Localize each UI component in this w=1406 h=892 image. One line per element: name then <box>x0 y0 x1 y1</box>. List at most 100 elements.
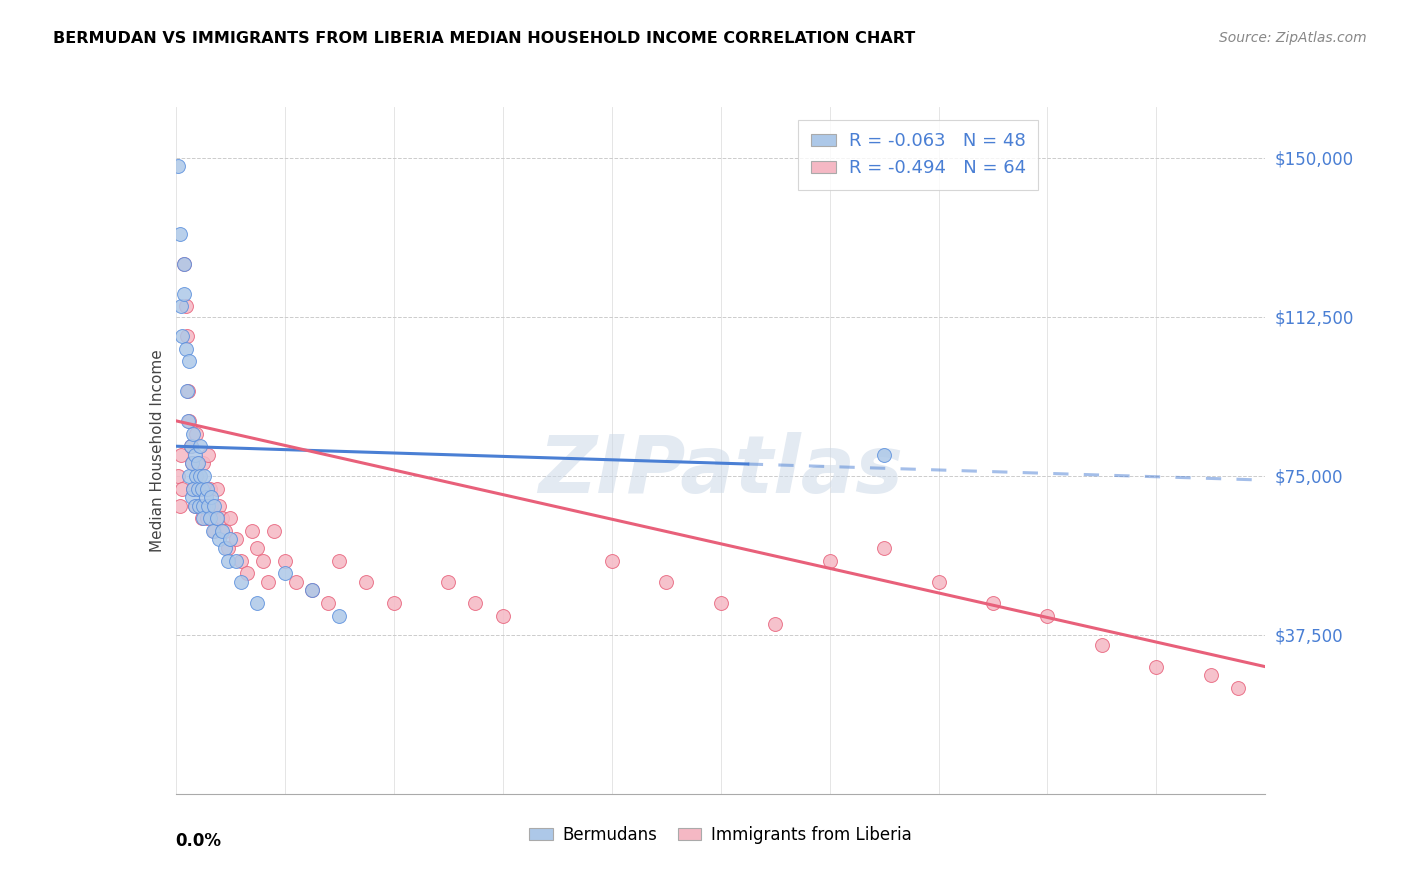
Point <box>173 286 195 301</box>
Point <box>214 541 236 555</box>
Point <box>200 490 222 504</box>
Point <box>600 554 623 568</box>
Point <box>181 490 204 504</box>
Point <box>181 456 204 470</box>
Point <box>177 414 200 428</box>
Point <box>356 574 378 589</box>
Point <box>169 227 191 242</box>
Point <box>187 482 209 496</box>
Point <box>191 456 214 470</box>
Point <box>181 482 204 496</box>
Point <box>169 499 191 513</box>
Point <box>873 541 896 555</box>
Point <box>194 499 217 513</box>
Point <box>1227 681 1250 695</box>
Point <box>172 329 194 343</box>
Point <box>176 384 198 398</box>
Point <box>179 414 201 428</box>
Point <box>201 524 224 538</box>
Point <box>174 299 197 313</box>
Point <box>464 596 486 610</box>
Point <box>184 448 207 462</box>
Text: BERMUDAN VS IMMIGRANTS FROM LIBERIA MEDIAN HOUSEHOLD INCOME CORRELATION CHART: BERMUDAN VS IMMIGRANTS FROM LIBERIA MEDI… <box>53 31 915 46</box>
Point <box>170 299 193 313</box>
Point <box>214 524 236 538</box>
Point <box>188 439 211 453</box>
Point <box>195 511 218 525</box>
Point <box>382 596 405 610</box>
Point <box>200 499 222 513</box>
Point <box>186 469 208 483</box>
Point <box>179 469 201 483</box>
Point <box>186 426 208 441</box>
Point <box>231 554 253 568</box>
Point <box>205 511 228 525</box>
Point <box>263 524 285 538</box>
Point <box>211 524 233 538</box>
Point <box>710 596 733 610</box>
Point <box>176 329 198 343</box>
Point <box>181 482 204 496</box>
Point <box>492 608 515 623</box>
Point <box>193 469 215 483</box>
Point <box>208 499 231 513</box>
Point <box>655 574 678 589</box>
Point <box>217 554 239 568</box>
Point <box>191 482 214 496</box>
Text: 0.0%: 0.0% <box>176 831 222 850</box>
Point <box>318 596 340 610</box>
Point <box>274 554 297 568</box>
Point <box>172 482 194 496</box>
Point <box>219 533 242 547</box>
Point <box>193 482 215 496</box>
Point <box>763 617 786 632</box>
Point <box>301 583 323 598</box>
Point <box>191 511 214 525</box>
Point <box>184 499 207 513</box>
Point <box>240 524 263 538</box>
Point <box>328 608 350 623</box>
Point <box>202 524 225 538</box>
Point <box>177 384 200 398</box>
Point <box>1091 639 1114 653</box>
Point <box>208 533 231 547</box>
Point <box>173 257 195 271</box>
Point <box>167 469 190 483</box>
Point <box>257 574 280 589</box>
Point <box>174 342 197 356</box>
Point <box>1199 668 1222 682</box>
Point <box>195 482 218 496</box>
Point <box>235 566 257 581</box>
Point <box>217 541 239 555</box>
Point <box>219 511 242 525</box>
Point <box>284 574 307 589</box>
Point <box>225 533 247 547</box>
Point <box>873 448 896 462</box>
Point <box>197 499 219 513</box>
Point <box>818 554 841 568</box>
Point <box>231 574 253 589</box>
Point <box>180 439 202 453</box>
Point <box>198 482 221 496</box>
Point <box>188 499 211 513</box>
Point <box>928 574 950 589</box>
Point <box>1036 608 1059 623</box>
Point <box>184 499 207 513</box>
Point <box>186 456 209 470</box>
Point <box>211 511 233 525</box>
Point <box>167 160 190 174</box>
Point <box>301 583 323 598</box>
Point <box>179 354 201 368</box>
Point <box>981 596 1004 610</box>
Point <box>191 499 214 513</box>
Point <box>186 456 209 470</box>
Point <box>246 541 269 555</box>
Point <box>274 566 297 581</box>
Point <box>225 554 247 568</box>
Legend: Bermudans, Immigrants from Liberia: Bermudans, Immigrants from Liberia <box>523 820 918 851</box>
Point <box>437 574 460 589</box>
Point <box>186 482 209 496</box>
Point <box>194 490 217 504</box>
Point <box>1144 659 1167 673</box>
Point <box>205 482 228 496</box>
